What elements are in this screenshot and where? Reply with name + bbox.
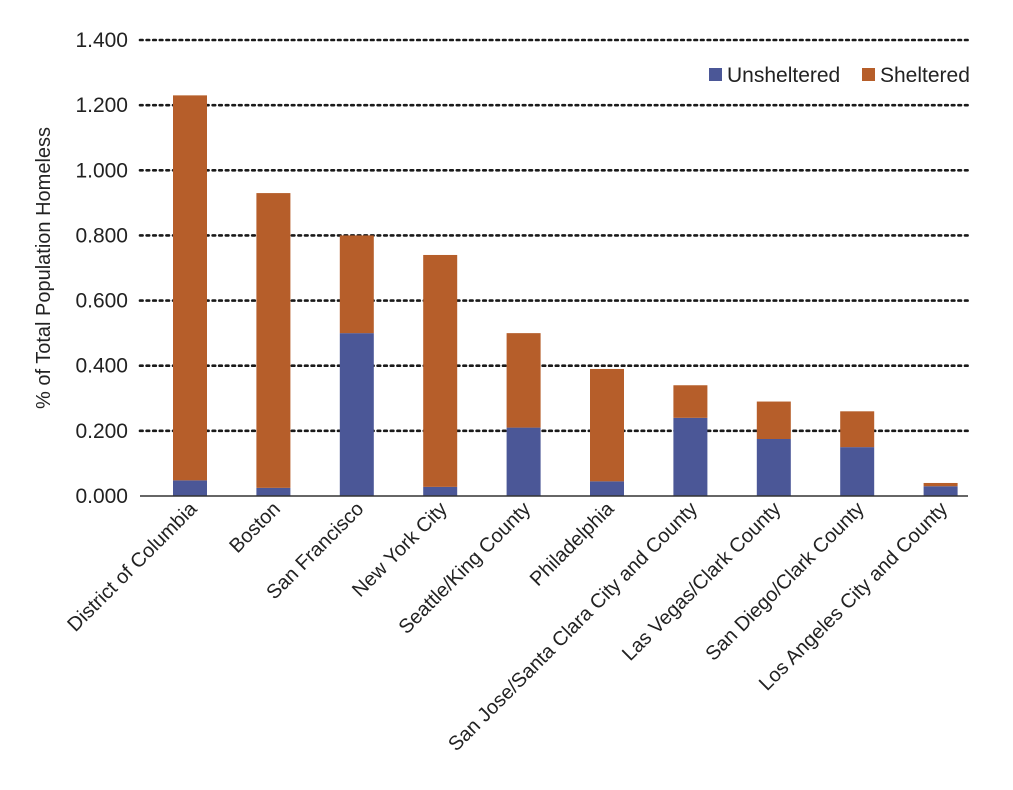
bar-unsheltered-seattle-king-county (506, 427, 541, 496)
bar-unsheltered-new-york-city (423, 486, 458, 496)
bar-sheltered-new-york-city (423, 254, 458, 487)
y-axis-title: % of Total Population Homeless (33, 127, 55, 409)
bar-unsheltered-san-diego-clark-county (840, 447, 875, 496)
legend: Unsheltered Sheltered (709, 64, 970, 87)
y-tick-labels: 0.000 0.200 0.400 0.600 0.800 1.000 1.200 1.400 (75, 29, 128, 508)
y-tick-label: 0.000 (75, 485, 128, 508)
bar-sheltered-san-jose-santa-clara-city-and-county (673, 385, 708, 418)
y-tick-label: 0.200 (75, 420, 128, 443)
x-category-label: Boston (225, 498, 285, 558)
bar-unsheltered-district-of-columbia (173, 480, 207, 496)
bar-sheltered-seattle-king-county (506, 333, 541, 428)
bar-sheltered-philadelphia (590, 368, 624, 482)
x-category-label: San Diego/Clark County (701, 498, 868, 665)
x-category-label: Las Vegas/Clark County (618, 498, 785, 665)
legend-label-unsheltered: Unsheltered (727, 64, 840, 87)
x-category-label: District of Columbia (63, 497, 202, 636)
bar-unsheltered-san-jose-santa-clara-city-and-county (673, 417, 708, 496)
bar-sheltered-district-of-columbia (173, 95, 207, 481)
y-tick-label: 0.400 (75, 355, 128, 378)
bar-unsheltered-boston (256, 487, 291, 496)
bar-unsheltered-las-vegas-clark-county (756, 439, 791, 496)
y-tick-label: 0.800 (75, 224, 128, 247)
bar-sheltered-los-angeles-city-and-county (923, 482, 958, 487)
legend-swatch-sheltered (862, 68, 875, 81)
y-tick-label: 1.200 (75, 94, 128, 117)
legend-swatch-unsheltered (709, 68, 722, 81)
x-category-label: Philadelphia (526, 497, 619, 590)
bar-sheltered-boston (256, 193, 291, 488)
bar-sheltered-san-diego-clark-county (840, 411, 875, 448)
bar-unsheltered-philadelphia (590, 481, 624, 496)
bars (173, 95, 958, 496)
bar-sheltered-san-francisco (339, 235, 374, 334)
y-tick-label: 1.000 (75, 159, 128, 182)
bar-unsheltered-los-angeles-city-and-county (923, 486, 958, 496)
legend-label-sheltered: Sheltered (880, 64, 970, 87)
y-tick-label: 0.600 (75, 290, 128, 313)
bar-sheltered-las-vegas-clark-county (756, 401, 791, 439)
bar-unsheltered-san-francisco (339, 333, 374, 496)
y-tick-label: 1.400 (75, 29, 128, 52)
